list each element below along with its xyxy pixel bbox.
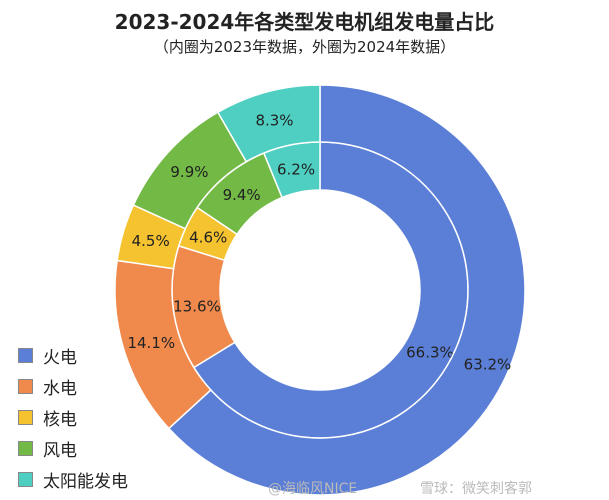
legend-item: 太阳能发电 [18, 464, 128, 495]
legend-label: 核电 [43, 410, 77, 430]
legend-label: 太阳能发电 [43, 472, 128, 492]
legend-swatch [18, 348, 33, 363]
legend: 火电水电核电风电太阳能发电 [18, 340, 128, 495]
watermark-weibo: @海临风NICE [268, 481, 358, 497]
slice-2024-0 [167, 84, 526, 496]
legend-item: 水电 [18, 371, 128, 402]
chart-title: 2023-2024年各类型发电机组发电量占比 [114, 10, 495, 34]
watermark-xueqiu: 雪球：微笑刺客郭 [420, 481, 532, 497]
legend-item: 风电 [18, 433, 128, 464]
legend-item: 核电 [18, 402, 128, 433]
legend-label: 水电 [43, 379, 77, 399]
label-2023-0: 66.3% [406, 344, 454, 362]
label-2023-1: 13.6% [173, 297, 221, 315]
legend-swatch [18, 379, 33, 394]
legend-label: 风电 [43, 441, 77, 461]
legend-swatch [18, 472, 33, 487]
label-2023-2: 4.6% [189, 228, 227, 246]
legend-swatch [18, 410, 33, 425]
legend-item: 火电 [18, 340, 128, 371]
slice-2024-4 [216, 84, 321, 163]
label-2024-0: 63.2% [464, 356, 512, 374]
label-2024-1: 14.1% [127, 334, 175, 352]
chart-subtitle: （内圈为2023年数据，外圈为2024年数据） [153, 38, 456, 56]
label-2024-2: 4.5% [132, 232, 170, 250]
label-2023-4: 6.2% [277, 160, 315, 178]
label-2024-4: 8.3% [255, 111, 293, 129]
legend-swatch [18, 441, 33, 456]
label-2024-3: 9.9% [170, 163, 208, 181]
legend-label: 火电 [43, 348, 77, 368]
label-2023-3: 9.4% [223, 186, 261, 204]
